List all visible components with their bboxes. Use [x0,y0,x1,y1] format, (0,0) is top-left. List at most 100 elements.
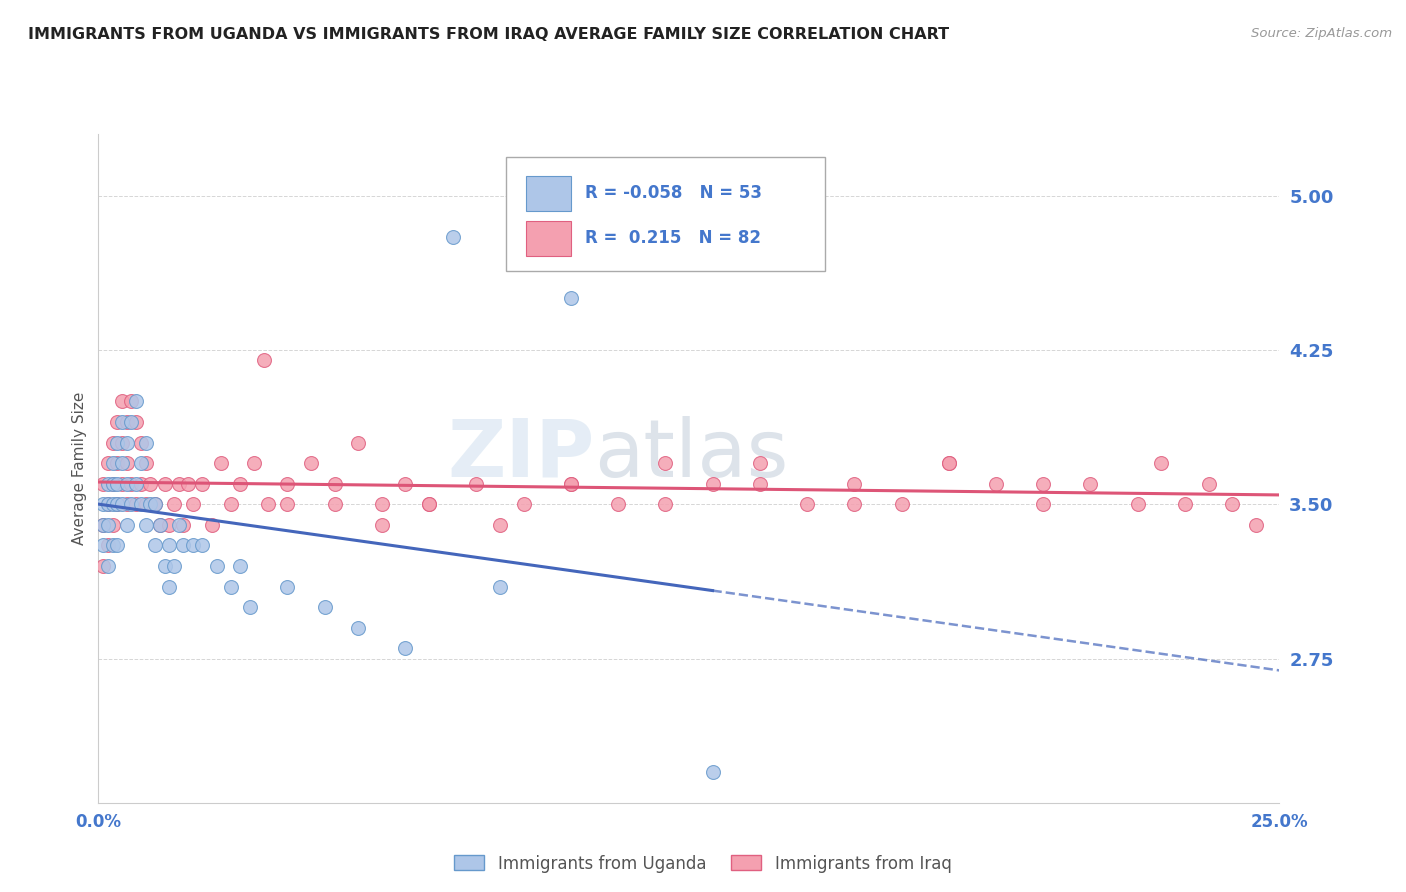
Point [129,435,152,450]
Point [257,497,280,511]
Point [97,476,120,491]
Point [101,497,124,511]
Point [125,476,148,491]
Point [101,435,124,450]
Point [121,394,143,409]
Point [105,415,128,429]
Point [1126,497,1149,511]
Point [129,476,152,491]
Point [418,497,440,511]
Point [105,497,128,511]
Point [172,517,194,532]
Point [167,476,190,491]
Point [135,497,157,511]
Point [314,600,336,615]
FancyBboxPatch shape [526,176,571,211]
Point [97,497,120,511]
Point [111,415,134,429]
Point [394,476,416,491]
Point [143,497,166,511]
Point [111,435,134,450]
Point [129,497,152,511]
Point [135,435,157,450]
Point [125,394,148,409]
Point [91,539,114,553]
Point [938,456,960,470]
Point [239,600,262,615]
Point [347,621,370,635]
Point [97,497,120,511]
Point [125,415,148,429]
Point [172,539,194,553]
Point [97,539,120,553]
Point [181,539,204,553]
Point [938,456,960,470]
Legend: Immigrants from Uganda, Immigrants from Iraq: Immigrants from Uganda, Immigrants from … [449,848,957,880]
Point [394,641,416,656]
Point [1220,497,1243,511]
Point [101,476,124,491]
Point [191,476,214,491]
Point [347,435,370,450]
Point [115,476,138,491]
Point [276,476,298,491]
Point [97,517,120,532]
Point [91,559,114,574]
Text: atlas: atlas [595,416,789,494]
Point [560,476,582,491]
Text: Source: ZipAtlas.com: Source: ZipAtlas.com [1251,27,1392,40]
Text: IMMIGRANTS FROM UGANDA VS IMMIGRANTS FROM IRAQ AVERAGE FAMILY SIZE CORRELATION C: IMMIGRANTS FROM UGANDA VS IMMIGRANTS FRO… [28,27,949,42]
Point [205,559,228,574]
Point [97,559,120,574]
Text: ZIP: ZIP [447,416,595,494]
Point [115,517,138,532]
Point [796,497,818,511]
Point [139,497,162,511]
Point [229,476,252,491]
Point [121,476,143,491]
Point [191,539,214,553]
Point [111,456,134,470]
Point [748,476,770,491]
Point [654,456,676,470]
Point [702,764,724,779]
Point [1244,517,1267,532]
Point [143,539,166,553]
Point [299,456,322,470]
Point [890,497,912,511]
Point [844,476,866,491]
Point [607,497,630,511]
Point [97,456,120,470]
Point [276,497,298,511]
Point [157,517,180,532]
FancyBboxPatch shape [506,157,825,271]
Point [1174,497,1197,511]
Point [121,415,143,429]
Y-axis label: Average Family Size: Average Family Size [72,392,87,545]
Point [139,476,162,491]
Point [91,476,114,491]
Point [177,476,200,491]
Point [101,517,124,532]
Point [1032,476,1054,491]
Point [253,353,276,368]
Point [371,517,394,532]
Point [1032,497,1054,511]
Point [149,517,172,532]
Point [153,559,176,574]
Point [111,476,134,491]
Point [163,497,186,511]
Point [1150,456,1173,470]
Point [654,497,676,511]
Point [115,435,138,450]
Point [115,456,138,470]
Point [209,456,232,470]
Point [143,497,166,511]
Point [465,476,488,491]
Point [91,517,114,532]
Point [371,497,394,511]
Point [105,497,128,511]
Point [702,476,724,491]
Point [1080,476,1102,491]
Text: R = -0.058   N = 53: R = -0.058 N = 53 [585,185,762,202]
